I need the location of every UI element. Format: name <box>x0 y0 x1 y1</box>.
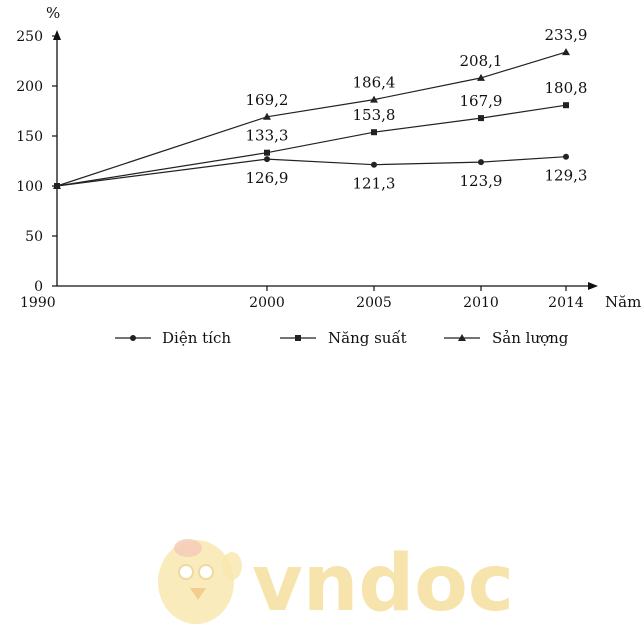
y-tick-label: 150 <box>16 129 43 145</box>
data-label: 133,3 <box>246 127 289 145</box>
legend-marker-triangle <box>458 334 466 341</box>
data-point-circle <box>264 156 270 163</box>
legend-label: Diện tích <box>162 329 231 347</box>
data-label: 121,3 <box>353 175 396 193</box>
x-tick-label: 2000 <box>249 295 285 311</box>
data-label: 180,8 <box>545 79 588 97</box>
y-tick-label: 0 <box>34 279 43 295</box>
chicken-mascot-icon <box>158 539 242 624</box>
legend-item: Năng suất <box>280 329 407 347</box>
data-point-square <box>264 149 270 156</box>
legend-label: Năng suất <box>328 329 407 347</box>
data-point-triangle <box>370 95 378 103</box>
data-point-triangle <box>562 48 570 56</box>
y-axis-arrow-icon <box>53 30 61 40</box>
legend-item: Diện tích <box>115 329 231 347</box>
y-tick-label: 200 <box>16 79 43 95</box>
legend-marker-square <box>295 335 301 341</box>
data-label: 167,9 <box>460 92 503 110</box>
x-tick-label: 1990 <box>20 295 56 311</box>
data-label: 153,8 <box>353 106 396 124</box>
series-square: 133,3 153,8 167,9 180,8 <box>54 79 587 189</box>
x-axis-label: Năm <box>605 293 641 311</box>
series-line <box>56 51 567 187</box>
data-point-square <box>371 129 377 136</box>
data-point-square <box>478 115 484 122</box>
x-axis-arrow-icon <box>588 282 598 290</box>
data-label: 233,9 <box>545 26 588 44</box>
y-tick-label: 100 <box>16 179 43 195</box>
data-point-circle <box>563 153 569 160</box>
series-circle: 126,9 121,3 123,9 129,3 <box>54 153 588 193</box>
legend-item: Sản lượng <box>444 329 569 347</box>
data-label: 129,3 <box>545 167 588 185</box>
x-ticks: 1990 2000 2005 2010 2014 <box>20 286 584 311</box>
data-label: 186,4 <box>353 74 396 92</box>
series-triangle: 169,2 186,4 208,1 233,9 <box>53 26 587 189</box>
y-ticks: 0 50 100 150 200 250 <box>16 29 57 295</box>
x-tick-label: 2005 <box>356 295 392 311</box>
data-label: 123,9 <box>460 172 503 190</box>
legend-label: Sản lượng <box>492 329 569 347</box>
data-label: 126,9 <box>246 169 289 187</box>
x-tick-label: 2010 <box>463 295 499 311</box>
legend-marker-circle <box>130 335 136 341</box>
vndoc-watermark: vndoc <box>158 539 514 629</box>
legend: Diện tích Năng suất Sản lượng <box>115 329 569 347</box>
axes: % Năm <box>46 4 641 311</box>
data-point-triangle <box>53 182 61 189</box>
y-axis-label: % <box>46 4 60 22</box>
y-tick-label: 250 <box>16 29 43 45</box>
series-group: 126,9 121,3 123,9 129,3 133,3 153,8 167,9 180,8… <box>53 26 587 193</box>
data-point-square <box>563 102 569 109</box>
data-label: 169,2 <box>246 91 289 109</box>
data-point-triangle <box>263 112 271 120</box>
watermark-text: vndoc <box>252 539 514 629</box>
data-label: 208,1 <box>460 52 503 70</box>
y-tick-label: 50 <box>25 229 43 245</box>
data-point-circle <box>371 161 377 168</box>
data-point-triangle <box>477 73 485 81</box>
data-point-circle <box>478 159 484 166</box>
x-tick-label: 2014 <box>548 295 584 311</box>
